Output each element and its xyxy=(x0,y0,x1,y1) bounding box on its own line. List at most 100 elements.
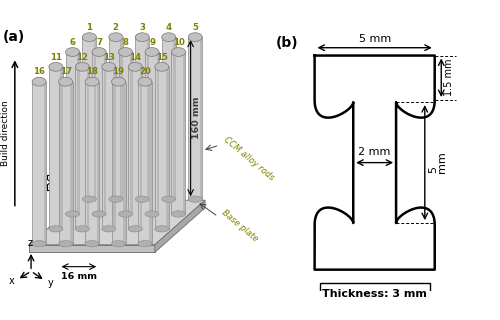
Text: 8: 8 xyxy=(122,38,128,47)
Ellipse shape xyxy=(85,77,99,86)
Polygon shape xyxy=(314,56,434,270)
Polygon shape xyxy=(104,52,106,214)
Ellipse shape xyxy=(128,62,142,71)
Ellipse shape xyxy=(109,33,123,42)
Text: Build direction: Build direction xyxy=(2,100,11,166)
Polygon shape xyxy=(76,67,90,229)
Text: (b): (b) xyxy=(276,36,298,50)
Ellipse shape xyxy=(92,48,106,56)
Text: 1: 1 xyxy=(86,23,92,32)
Text: 2 mm: 2 mm xyxy=(358,148,391,157)
Polygon shape xyxy=(118,52,132,214)
Polygon shape xyxy=(82,37,96,199)
Polygon shape xyxy=(32,82,46,244)
Polygon shape xyxy=(96,82,99,244)
Text: 10: 10 xyxy=(172,38,184,47)
Polygon shape xyxy=(109,37,123,199)
Text: 5
mm: 5 mm xyxy=(428,152,447,173)
Ellipse shape xyxy=(145,48,159,56)
Text: CCM alloy rods: CCM alloy rods xyxy=(222,135,276,182)
Polygon shape xyxy=(128,67,142,229)
Ellipse shape xyxy=(136,196,149,202)
Polygon shape xyxy=(30,245,155,252)
Text: 5: 5 xyxy=(192,23,198,32)
Polygon shape xyxy=(66,52,80,214)
Ellipse shape xyxy=(128,226,142,232)
Ellipse shape xyxy=(102,62,116,71)
Ellipse shape xyxy=(85,241,99,247)
Polygon shape xyxy=(162,37,176,199)
Ellipse shape xyxy=(112,77,126,86)
Polygon shape xyxy=(140,67,142,229)
Polygon shape xyxy=(58,82,72,244)
Text: 16 mm: 16 mm xyxy=(61,271,97,281)
Ellipse shape xyxy=(188,33,202,42)
Text: 13: 13 xyxy=(103,52,115,61)
Polygon shape xyxy=(92,52,106,214)
Polygon shape xyxy=(30,200,205,245)
Ellipse shape xyxy=(118,211,132,217)
Text: Base plate: Base plate xyxy=(220,209,259,244)
Ellipse shape xyxy=(145,211,159,217)
Polygon shape xyxy=(114,67,116,229)
Ellipse shape xyxy=(82,33,96,42)
Text: 17: 17 xyxy=(60,68,72,76)
Ellipse shape xyxy=(66,211,80,217)
Ellipse shape xyxy=(92,211,106,217)
Ellipse shape xyxy=(138,241,152,247)
FancyBboxPatch shape xyxy=(320,283,430,305)
Text: 7: 7 xyxy=(96,38,102,47)
Text: x: x xyxy=(9,276,15,286)
Polygon shape xyxy=(70,82,72,244)
Polygon shape xyxy=(60,67,63,229)
Polygon shape xyxy=(136,37,149,199)
Ellipse shape xyxy=(136,33,149,42)
Polygon shape xyxy=(77,52,80,214)
Ellipse shape xyxy=(76,226,90,232)
Polygon shape xyxy=(188,37,202,199)
Ellipse shape xyxy=(76,62,90,71)
Text: Thickness: 3 mm: Thickness: 3 mm xyxy=(322,289,427,299)
Ellipse shape xyxy=(162,33,176,42)
Ellipse shape xyxy=(172,211,185,217)
Ellipse shape xyxy=(112,241,126,247)
Ellipse shape xyxy=(82,196,96,202)
Text: (a): (a) xyxy=(2,30,25,44)
Ellipse shape xyxy=(188,196,202,202)
Text: 14: 14 xyxy=(129,52,141,61)
Text: 4: 4 xyxy=(166,23,172,32)
Polygon shape xyxy=(172,52,185,214)
Polygon shape xyxy=(156,52,159,214)
Ellipse shape xyxy=(172,48,185,56)
Polygon shape xyxy=(112,82,126,244)
Polygon shape xyxy=(138,82,152,244)
Text: 160 mm: 160 mm xyxy=(192,97,201,140)
Polygon shape xyxy=(166,67,169,229)
Polygon shape xyxy=(120,37,123,199)
Polygon shape xyxy=(145,52,159,214)
Ellipse shape xyxy=(58,77,72,86)
Polygon shape xyxy=(147,37,150,199)
Text: 20: 20 xyxy=(139,68,151,76)
Text: 12: 12 xyxy=(76,52,88,61)
Text: 18: 18 xyxy=(86,68,98,76)
Polygon shape xyxy=(85,82,99,244)
Text: 6: 6 xyxy=(70,38,75,47)
Polygon shape xyxy=(155,200,205,252)
Ellipse shape xyxy=(58,241,72,247)
Text: 11: 11 xyxy=(50,52,62,61)
Polygon shape xyxy=(200,37,202,199)
Text: y: y xyxy=(47,277,53,288)
Polygon shape xyxy=(183,52,186,214)
Polygon shape xyxy=(102,67,116,229)
Ellipse shape xyxy=(49,226,63,232)
Polygon shape xyxy=(130,52,132,214)
Ellipse shape xyxy=(154,226,169,232)
Ellipse shape xyxy=(118,48,132,56)
Text: 5 mm: 5 mm xyxy=(358,34,391,44)
Ellipse shape xyxy=(66,48,80,56)
Ellipse shape xyxy=(109,196,123,202)
Polygon shape xyxy=(44,82,46,244)
Polygon shape xyxy=(150,82,152,244)
Text: 2: 2 xyxy=(113,23,119,32)
